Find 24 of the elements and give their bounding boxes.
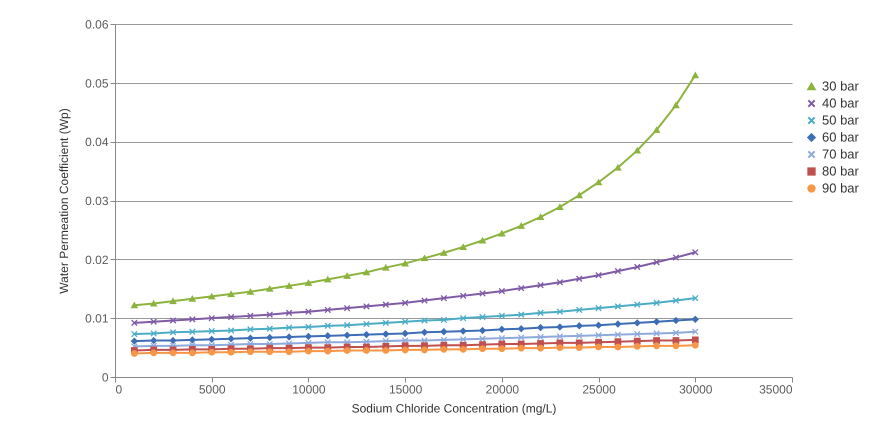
x-tick-label: 0	[116, 382, 122, 396]
y-tick-label: 0.05	[85, 76, 109, 90]
x-tick-label: 25000	[582, 382, 616, 396]
x-tick-label: 5000	[198, 382, 226, 396]
y-tick-label: 0.01	[85, 312, 109, 326]
legend-label: 40 bar	[822, 96, 860, 110]
y-tick-label: 0.04	[85, 135, 109, 150]
y-tick-label: 0.02	[85, 252, 109, 267]
legend-label: 30 bar	[822, 78, 860, 94]
legend-label: 70 bar	[822, 146, 860, 162]
y-axis-title: Water Permeation Coefficient (Wp)	[57, 108, 72, 294]
y-tick-label: 0.03	[85, 194, 109, 208]
legend-label: 60 bar	[822, 130, 860, 144]
y-tick-label: 0	[102, 370, 109, 384]
x-tick-label: 15000	[388, 382, 423, 396]
legend-label: 80 bar	[822, 164, 860, 178]
x-tick-label: 35000	[759, 382, 793, 396]
x-axis-title: Sodium Chloride Concentration (mg/L)	[352, 402, 556, 416]
y-tick-label: 0.06	[85, 18, 109, 32]
x-tick-label: 10000	[292, 382, 326, 396]
legend-label: 50 bar	[822, 112, 860, 128]
x-tick-label: 30000	[679, 382, 713, 396]
legend-label: 90 bar	[822, 180, 860, 196]
x-tick-label: 20000	[486, 382, 520, 396]
